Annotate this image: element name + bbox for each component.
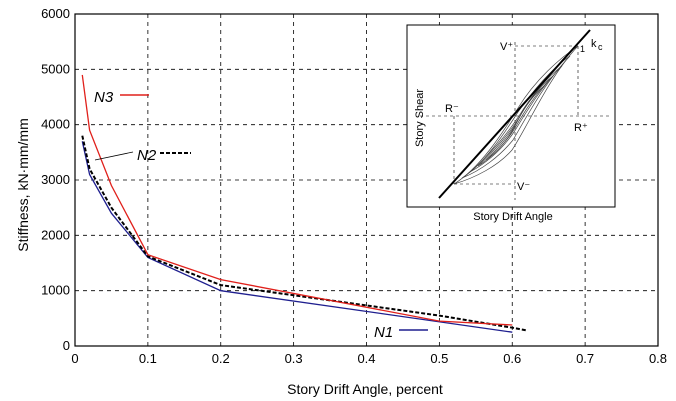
x-tick-label: 0.4	[357, 351, 375, 366]
legend-label-n2: N2	[137, 147, 157, 164]
y-tick-label: 4000	[41, 117, 70, 132]
series-line-n3	[81, 74, 513, 326]
x-tick-label: 0	[71, 351, 78, 366]
x-tick-label: 0.1	[139, 351, 157, 366]
legend-leader-n2	[94, 151, 134, 161]
grid-lines	[75, 14, 658, 346]
inset-kc-line	[438, 29, 591, 199]
inset-kc-label: k	[591, 38, 597, 50]
y-tick-label: 6000	[41, 6, 70, 21]
inset-x-title: Story Drift Angle	[473, 211, 552, 223]
x-tick-label: 0.5	[430, 351, 448, 366]
x-tick-label: 0.6	[503, 351, 521, 366]
plot-border	[74, 13, 659, 347]
tick-labels: 0 0.1 0.2 0.3 0.4 0.5 0.6 0.7 0.8 0 1000 2000 3000 40…	[41, 6, 667, 366]
inset-rminus-label: R⁻	[445, 103, 459, 115]
legend-label-n1: N1	[374, 324, 393, 341]
x-tick-label: 0.2	[212, 351, 230, 366]
inset-hysteresis-loops	[453, 45, 579, 185]
y-tick-label: 2000	[41, 227, 70, 242]
y-tick-label: 3000	[41, 172, 70, 187]
y-axis-title: Stiffness, kN·mm/mm	[15, 118, 31, 252]
legend: N3 N2 N1	[94, 89, 428, 341]
inset: k c 1 V⁺ V⁻ R⁺ R⁻ Story Shear Story Drif…	[406, 24, 616, 223]
inset-vminus-label: V⁻	[517, 181, 530, 193]
inset-vplus-label: V⁺	[500, 41, 513, 53]
y-tick-label: 1000	[41, 283, 70, 298]
legend-label-n3: N3	[94, 89, 114, 106]
inset-kc-subscript: c	[598, 42, 603, 52]
series-lines	[81, 74, 527, 333]
plot-frame	[74, 13, 659, 347]
inset-rplus-label: R⁺	[574, 122, 588, 134]
series-line-n2	[81, 135, 527, 332]
y-tick-label: 0	[63, 338, 70, 353]
inset-one-label: 1	[580, 44, 585, 54]
x-tick-label: 0.7	[576, 351, 594, 366]
x-axis-title: Story Drift Angle, percent	[287, 381, 443, 397]
x-tick-label: 0.8	[649, 351, 667, 366]
y-tick-label: 5000	[41, 61, 70, 76]
series-line-n1	[81, 141, 513, 333]
inset-y-title: Story Shear	[414, 89, 426, 147]
x-tick-label: 0.3	[285, 351, 303, 366]
